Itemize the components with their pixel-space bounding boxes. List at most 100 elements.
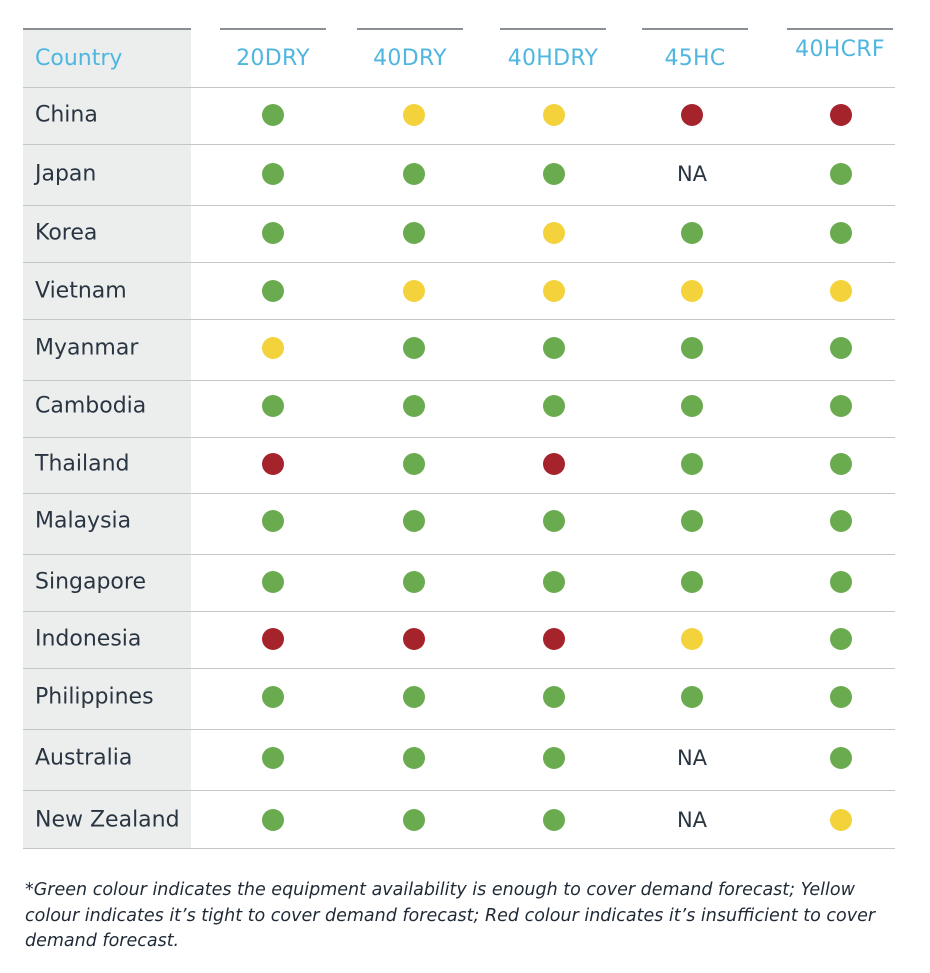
country-indonesia: Indonesia (35, 626, 142, 652)
status-dot-green-australia-40hcrf (830, 747, 852, 769)
status-dot-yellow-china-40hdry (543, 104, 565, 126)
row-divider (23, 262, 895, 263)
legend-footnote: *Green colour indicates the equipment av… (25, 880, 876, 951)
status-dot-green-malaysia-20dry (262, 510, 284, 532)
country-new-zealand: New Zealand (35, 807, 180, 833)
row-divider (23, 729, 895, 730)
status-dot-green-myanmar-40hdry (543, 337, 565, 359)
row-divider (23, 611, 895, 612)
row-divider (23, 848, 895, 849)
country-philippines: Philippines (35, 684, 154, 710)
row-divider (23, 380, 895, 381)
status-dot-yellow-vietnam-40hcrf (830, 280, 852, 302)
header-rule (500, 28, 606, 30)
country-japan: Japan (35, 161, 97, 187)
status-dot-green-korea-40dry (403, 222, 425, 244)
status-dot-red-thailand-40hdry (543, 453, 565, 475)
country-singapore: Singapore (35, 569, 146, 595)
status-dot-green-cambodia-45hc (681, 395, 703, 417)
status-dot-green-myanmar-40hcrf (830, 337, 852, 359)
country-cambodia: Cambodia (35, 393, 147, 419)
status-dot-yellow-new-zealand-40hcrf (830, 809, 852, 831)
status-dot-green-philippines-45hc (681, 686, 703, 708)
status-dot-green-australia-40dry (403, 747, 425, 769)
status-dot-green-cambodia-20dry (262, 395, 284, 417)
row-divider (23, 790, 895, 791)
status-dot-green-philippines-40hdry (543, 686, 565, 708)
status-dot-green-singapore-45hc (681, 571, 703, 593)
country-thailand: Thailand (35, 451, 130, 477)
na-label-japan-45hc: NA (676, 162, 708, 186)
status-dot-green-japan-20dry (262, 163, 284, 185)
status-dot-green-australia-40hdry (543, 747, 565, 769)
status-dot-red-indonesia-40hdry (543, 628, 565, 650)
row-divider (23, 319, 895, 320)
status-dot-green-korea-40hcrf (830, 222, 852, 244)
status-dot-green-thailand-40hcrf (830, 453, 852, 475)
row-divider (23, 493, 895, 494)
country-malaysia: Malaysia (35, 508, 132, 534)
status-dot-green-malaysia-45hc (681, 510, 703, 532)
status-dot-green-myanmar-40dry (403, 337, 425, 359)
status-dot-yellow-china-40dry (403, 104, 425, 126)
status-dot-green-singapore-40dry (403, 571, 425, 593)
status-dot-yellow-myanmar-20dry (262, 337, 284, 359)
status-dot-green-singapore-40hdry (543, 571, 565, 593)
status-dot-yellow-indonesia-45hc (681, 628, 703, 650)
status-dot-red-china-40hcrf (830, 104, 852, 126)
header-40hdry: 40HDRY (507, 45, 599, 71)
status-dot-green-china-20dry (262, 104, 284, 126)
status-dot-green-vietnam-20dry (262, 280, 284, 302)
header-rule (23, 28, 191, 30)
status-dot-green-australia-20dry (262, 747, 284, 769)
status-dot-red-thailand-20dry (262, 453, 284, 475)
status-dot-green-new-zealand-40hdry (543, 809, 565, 831)
status-dot-yellow-vietnam-45hc (681, 280, 703, 302)
status-dot-green-philippines-40hcrf (830, 686, 852, 708)
status-dot-green-thailand-40dry (403, 453, 425, 475)
status-dot-green-philippines-40dry (403, 686, 425, 708)
status-dot-green-singapore-40hcrf (830, 571, 852, 593)
row-divider (23, 554, 895, 555)
status-dot-green-malaysia-40dry (403, 510, 425, 532)
status-dot-green-indonesia-40hcrf (830, 628, 852, 650)
country-australia: Australia (35, 745, 133, 771)
status-dot-green-singapore-20dry (262, 571, 284, 593)
status-dot-green-new-zealand-20dry (262, 809, 284, 831)
header-40dry: 40DRY (373, 45, 447, 71)
status-dot-green-new-zealand-40dry (403, 809, 425, 831)
header-rule (220, 28, 326, 30)
status-dot-red-indonesia-40dry (403, 628, 425, 650)
row-divider (23, 205, 895, 206)
header-rule (787, 28, 893, 30)
status-dot-green-korea-20dry (262, 222, 284, 244)
status-dot-green-thailand-45hc (681, 453, 703, 475)
header-40hcrf: 40HCRF (795, 36, 885, 62)
country-column-shading (23, 29, 191, 848)
status-dot-green-japan-40dry (403, 163, 425, 185)
status-dot-yellow-korea-40hdry (543, 222, 565, 244)
header-country: Country (35, 45, 123, 71)
status-dot-yellow-vietnam-40hdry (543, 280, 565, 302)
row-divider (23, 668, 895, 669)
status-dot-green-malaysia-40hcrf (830, 510, 852, 532)
status-dot-green-philippines-20dry (262, 686, 284, 708)
header-20dry: 20DRY (236, 45, 310, 71)
row-divider (23, 437, 895, 438)
country-korea: Korea (35, 220, 98, 246)
header-45hc: 45HC (664, 45, 726, 71)
status-dot-green-japan-40hcrf (830, 163, 852, 185)
status-dot-green-japan-40hdry (543, 163, 565, 185)
na-label-new-zealand-45hc: NA (676, 808, 708, 832)
status-dot-red-china-45hc (681, 104, 703, 126)
status-dot-green-myanmar-45hc (681, 337, 703, 359)
status-dot-green-korea-45hc (681, 222, 703, 244)
status-dot-green-malaysia-40hdry (543, 510, 565, 532)
country-vietnam: Vietnam (35, 278, 127, 304)
na-label-australia-45hc: NA (676, 746, 708, 770)
row-divider (23, 87, 895, 88)
status-dot-green-cambodia-40hcrf (830, 395, 852, 417)
status-dot-green-cambodia-40hdry (543, 395, 565, 417)
row-divider (23, 144, 895, 145)
country-china: China (35, 102, 98, 128)
